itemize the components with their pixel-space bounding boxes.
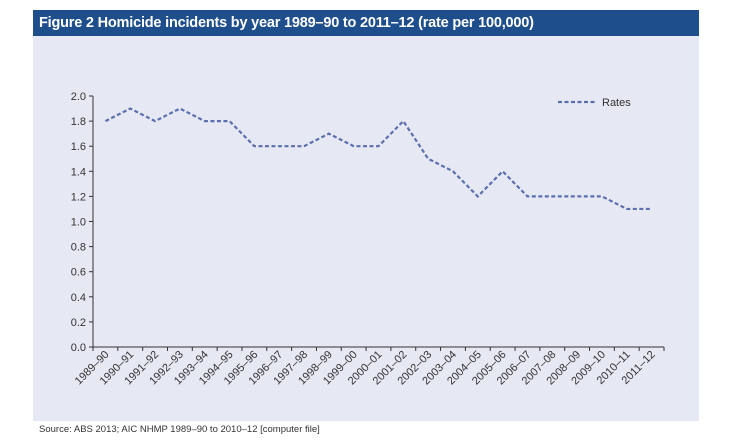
y-tick-label: 1.4 [71,166,86,178]
y-tick-label: 1.0 [71,217,86,229]
source-note: Source: ABS 2013; AIC NHMP 1989–90 to 20… [39,424,320,435]
series-line-rates [104,107,652,211]
y-tick-label: 2.0 [71,91,86,103]
y-tick-label: 0.4 [71,292,86,304]
chart-panel: 0.0 0.2 0.4 0.6 0.8 1.0 1.2 1.4 1.6 1.8 2.0 1989–9… [33,36,699,421]
y-tick-label: 0.2 [71,317,86,329]
y-tick-label: 0.6 [71,267,86,279]
legend: Rates [558,97,631,109]
y-tick-label: 0.8 [71,242,86,254]
y-tick-label: 1.8 [71,116,86,128]
y-axis: 0.0 0.2 0.4 0.6 0.8 1.0 1.2 1.4 1.6 1.8 2.0 [71,91,94,354]
y-tick-label: 0.0 [71,342,86,354]
y-tick-label: 1.2 [71,191,86,203]
series-layer [104,107,652,211]
legend-label: Rates [602,97,631,109]
x-axis: 1989–901990–911991–921992–931993–941994–… [73,346,665,387]
line-chart: 0.0 0.2 0.4 0.6 0.8 1.0 1.2 1.4 1.6 1.8 2.0 1989–9… [71,91,665,387]
figure-title: Figure 2 Homicide incidents by year 1989… [33,10,699,36]
y-tick-label: 1.6 [71,141,86,153]
